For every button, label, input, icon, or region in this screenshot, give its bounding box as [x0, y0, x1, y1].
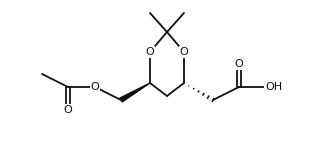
Text: O: O	[234, 59, 243, 69]
Text: OH: OH	[265, 82, 282, 92]
Text: O: O	[91, 82, 100, 92]
Text: O: O	[146, 47, 154, 57]
Text: O: O	[180, 47, 188, 57]
Polygon shape	[120, 83, 150, 102]
Text: O: O	[63, 105, 72, 115]
